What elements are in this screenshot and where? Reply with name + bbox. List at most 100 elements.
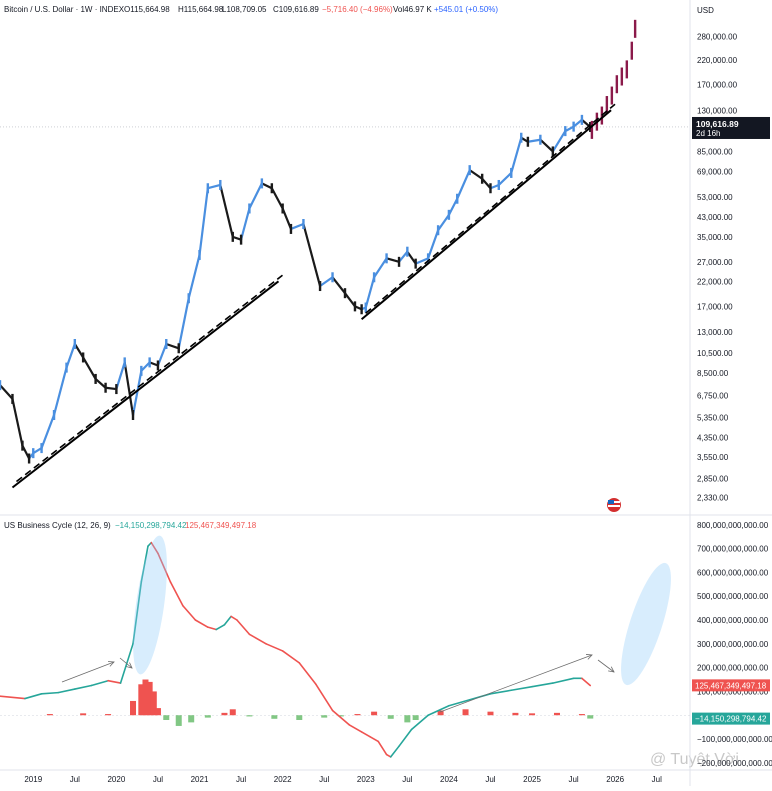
price-segment — [481, 177, 492, 190]
price-candle — [123, 357, 126, 368]
price-candle — [198, 249, 201, 260]
price-segment — [187, 253, 201, 300]
indicator-tick-label: 800,000,000,000.00 — [697, 521, 769, 530]
last-price-badge — [692, 116, 770, 139]
indicator-segment — [194, 619, 209, 628]
price-segment — [385, 257, 401, 263]
price-candle — [73, 338, 77, 349]
indicator-segment — [74, 684, 93, 690]
price-tick-label: 130,000.00 — [697, 107, 738, 116]
price-segment — [539, 138, 554, 153]
indicator-segment — [510, 685, 533, 692]
indicator-tick-label: 700,000,000,000.00 — [697, 545, 769, 554]
indicator-title: US Business Cycle (12, 26, 9) — [4, 521, 111, 530]
price-candle — [436, 225, 440, 236]
price-segment — [427, 229, 440, 260]
histogram-bar — [587, 715, 594, 719]
indicator-segment — [169, 581, 184, 607]
indicator-tick-label: 600,000,000,000.00 — [697, 568, 769, 577]
price-segment — [82, 356, 97, 381]
countdown-label: 2d 16h — [696, 129, 720, 138]
price-segment — [270, 187, 284, 210]
price-segment — [239, 207, 251, 241]
price-candle — [526, 136, 530, 147]
trendline-dashed — [15, 274, 283, 483]
price-segment — [318, 276, 334, 288]
price-candle — [414, 258, 417, 269]
price-tick-label: 13,000.00 — [697, 328, 733, 337]
histogram-bar — [138, 684, 145, 716]
price-candle — [177, 343, 180, 354]
price-candle — [360, 304, 363, 315]
histogram-bar — [387, 715, 394, 719]
price-candle — [248, 203, 251, 214]
low-value: L108,709.05 — [222, 5, 267, 14]
currency-label: USD — [697, 6, 714, 15]
indicator-segment — [157, 552, 172, 583]
price-tick-label: 43,000.00 — [697, 213, 733, 222]
histogram-bar — [371, 711, 378, 716]
indicator-segment — [90, 679, 109, 687]
price-candle — [397, 256, 401, 267]
price-candle — [239, 234, 243, 245]
price-segment — [140, 361, 151, 372]
price-segment — [248, 182, 263, 210]
highlight-ellipse — [133, 535, 167, 675]
annotation-arrowhead — [608, 666, 615, 673]
indicator-tick-label: 400,000,000,000.00 — [697, 616, 769, 625]
indicator-segment — [298, 662, 317, 686]
price-segment — [52, 366, 68, 417]
price-candle — [115, 384, 118, 395]
price-segment — [456, 169, 471, 200]
price-candle — [318, 281, 322, 292]
price-segment — [397, 250, 409, 263]
price-candle — [40, 443, 43, 454]
price-segment — [468, 169, 484, 180]
indicator-badge-1 — [692, 712, 770, 725]
histogram-bar — [229, 709, 236, 716]
high-value: H115,664.98 — [178, 5, 224, 14]
price-segment — [115, 361, 126, 391]
price-tick-label: 170,000.00 — [697, 81, 738, 90]
indicator-badge-2-label: 125,467,349,497.18 — [695, 681, 767, 690]
price-candle — [564, 126, 567, 137]
price-segment — [343, 292, 357, 308]
price-tick-label: 22,000.00 — [697, 278, 733, 287]
time-tick-label: 2020 — [107, 775, 125, 784]
histogram-bar — [142, 679, 149, 716]
price-segment — [65, 342, 76, 369]
price-segment — [11, 397, 24, 447]
indicator-segment — [348, 723, 363, 733]
price-segment — [73, 342, 85, 359]
histogram-bar — [204, 715, 211, 718]
price-candle — [52, 409, 56, 420]
highlight-ellipse — [621, 562, 671, 686]
price-segment — [94, 377, 107, 389]
indicator-segment — [230, 615, 238, 621]
price-tick-label: 27,000.00 — [697, 258, 733, 267]
price-candle — [497, 179, 500, 190]
histogram-bar — [150, 691, 157, 716]
price-segment — [497, 171, 513, 187]
indicator-segment — [389, 745, 400, 758]
histogram-bar — [337, 715, 344, 717]
price-segment — [123, 361, 135, 417]
price-tick-label: 2,850.00 — [697, 474, 729, 483]
price-candle — [456, 193, 459, 204]
indicator-segment — [140, 545, 149, 583]
indicator-segment — [581, 677, 592, 687]
price-segment — [32, 446, 43, 455]
price-tick-label: 10,500.00 — [697, 349, 733, 358]
trendline — [360, 109, 612, 321]
price-segment — [372, 257, 388, 279]
indicator-segment — [207, 626, 217, 631]
time-tick-label: 2023 — [357, 775, 375, 784]
indicator-segment — [369, 735, 380, 743]
price-segment — [104, 386, 118, 391]
annotation-arrow — [119, 657, 133, 669]
indicator-badge-2 — [692, 679, 770, 692]
bid-change-value: +545.01 (+0.50%) — [434, 5, 498, 14]
us-flag-icon[interactable] — [607, 498, 621, 512]
histogram-bar — [80, 713, 87, 716]
